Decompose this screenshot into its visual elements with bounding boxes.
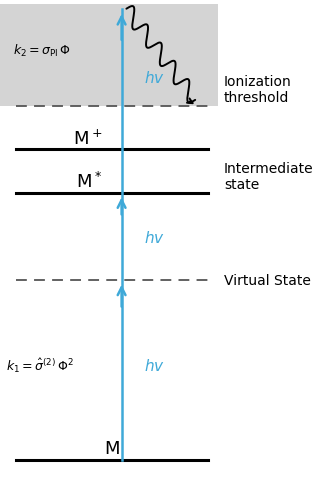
Bar	[0, 5, 218, 106]
Text: $hv$: $hv$	[144, 358, 165, 373]
Text: $k_1 = \hat{\sigma}^{(2)}\,\Phi^2$: $k_1 = \hat{\sigma}^{(2)}\,\Phi^2$	[6, 356, 74, 375]
Text: $k_2 = \sigma_{\mathrm{PI}}\,\Phi$: $k_2 = \sigma_{\mathrm{PI}}\,\Phi$	[13, 43, 71, 59]
Text: $\mathsf{M^*}$: $\mathsf{M^*}$	[76, 171, 102, 191]
Text: $hv$: $hv$	[144, 229, 165, 245]
Text: Intermediate
state: Intermediate state	[224, 162, 314, 192]
Text: $\mathsf{M}$: $\mathsf{M}$	[104, 439, 120, 457]
Text: $\mathsf{M^+}$: $\mathsf{M^+}$	[73, 129, 102, 148]
Text: Virtual State: Virtual State	[224, 274, 311, 287]
Text: $hv$: $hv$	[144, 70, 165, 85]
Text: Ionization
threshold: Ionization threshold	[224, 75, 292, 105]
